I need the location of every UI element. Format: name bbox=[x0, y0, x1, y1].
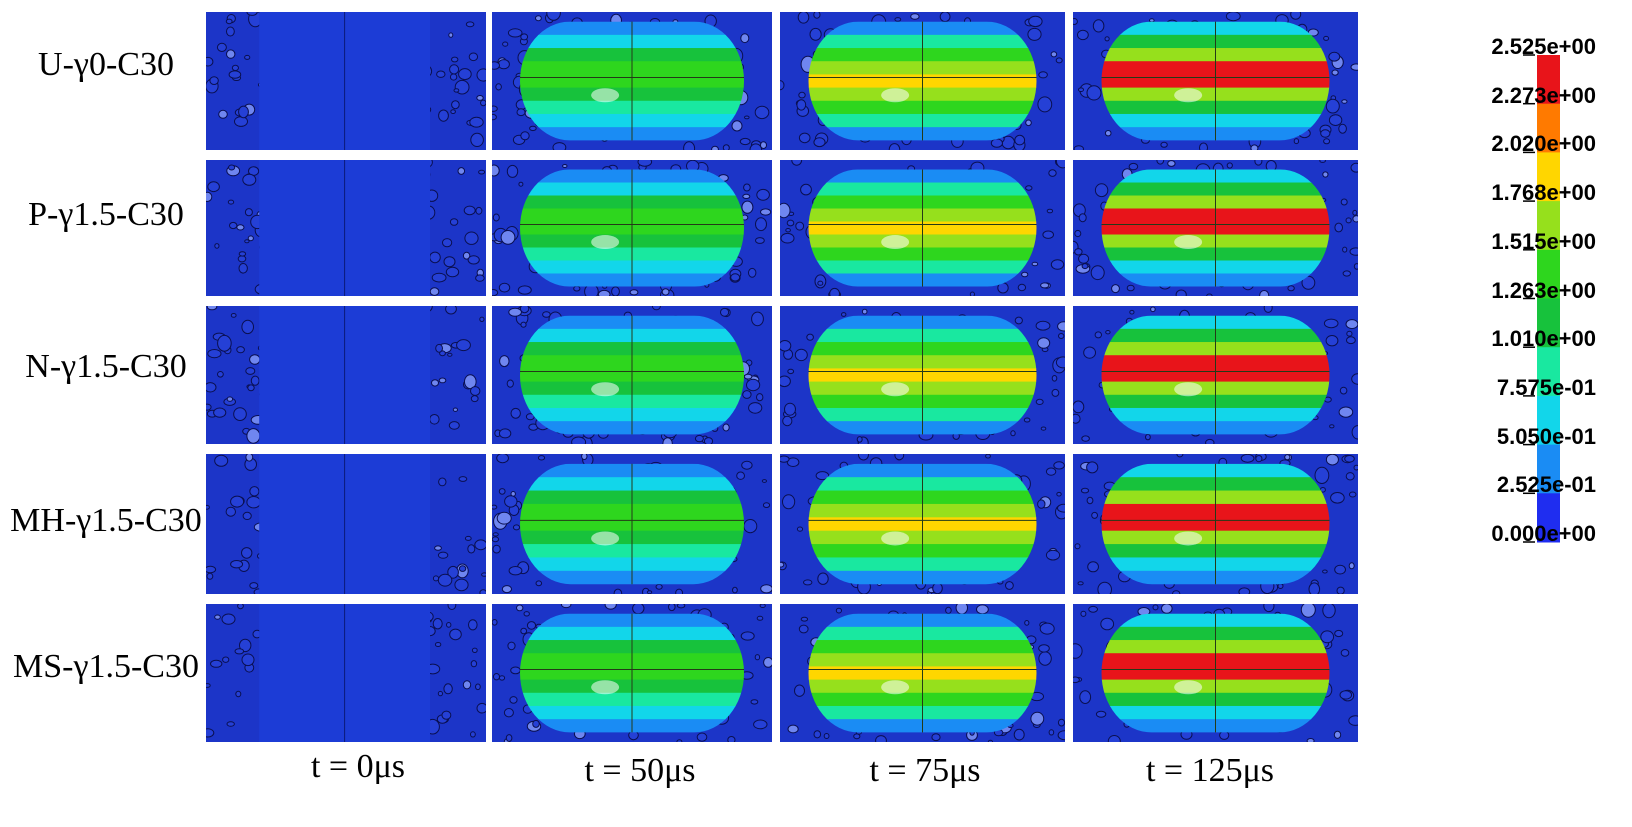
row-label-p-gamma1-5: P-γ1.5-C30 bbox=[28, 196, 184, 233]
contour-panel bbox=[780, 454, 1065, 594]
contour-panel bbox=[780, 306, 1065, 444]
colorbar-tick-label: 2.525e-01 bbox=[1496, 472, 1596, 498]
contour-panel bbox=[1073, 12, 1358, 150]
contour-panel bbox=[1073, 160, 1358, 296]
colorbar-tick-label: 7.575e-01 bbox=[1496, 374, 1596, 400]
contour-panel bbox=[206, 306, 486, 444]
col-label-t50: t = 50μs bbox=[584, 752, 696, 789]
contour-panel bbox=[1073, 306, 1358, 444]
contour-panel bbox=[780, 12, 1065, 150]
colorbar-tick-label: 1.010e+00 bbox=[1491, 326, 1596, 352]
colorbar-tick-label: 5.050e-01 bbox=[1496, 423, 1596, 449]
contour-panel bbox=[206, 454, 486, 594]
contour-panel bbox=[492, 160, 772, 296]
contour-panel bbox=[492, 454, 772, 594]
colorbar-tick-label: 2.525e+00 bbox=[1491, 34, 1596, 59]
contour-panel bbox=[492, 12, 772, 150]
colorbar-tick-label: 2.020e+00 bbox=[1491, 131, 1596, 157]
contour-panel bbox=[780, 604, 1065, 742]
colorbar-tick-label: 1.768e+00 bbox=[1491, 180, 1596, 206]
colorbar-tick-label: 2.273e+00 bbox=[1491, 82, 1596, 108]
col-label-t0: t = 0μs bbox=[310, 748, 406, 785]
contour-panel bbox=[206, 12, 486, 150]
contour-panel bbox=[1073, 604, 1358, 742]
colorbar-tick-label: 1.515e+00 bbox=[1491, 228, 1596, 254]
colorbar-tick-label: 1.263e+00 bbox=[1491, 277, 1596, 303]
contour-panel bbox=[492, 306, 772, 444]
row-label-n-gamma1-5: N-γ1.5-C30 bbox=[25, 348, 187, 385]
row-label-ms-gamma1-5: MS-γ1.5-C30 bbox=[13, 648, 199, 685]
contour-panel bbox=[206, 160, 486, 296]
colorbar-tick-label: 0.000e+00 bbox=[1491, 521, 1596, 546]
row-label-u-gamma0: U-γ0-C30 bbox=[38, 46, 174, 83]
col-label-t125: t = 125μs bbox=[1145, 752, 1275, 789]
contour-panel bbox=[1073, 454, 1358, 594]
contour-panel bbox=[206, 604, 486, 742]
contour-panel bbox=[780, 160, 1065, 296]
contour-panel bbox=[492, 604, 772, 742]
row-label-mh-gamma1-5: MH-γ1.5-C30 bbox=[10, 502, 202, 539]
col-label-t75: t = 75μs bbox=[869, 752, 981, 789]
